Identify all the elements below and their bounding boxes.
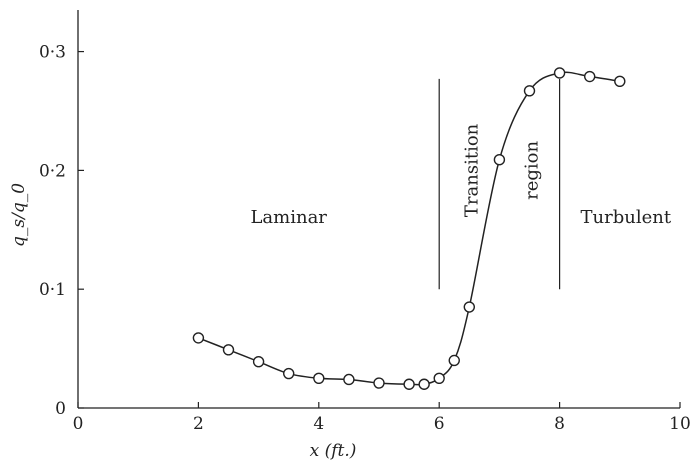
y-axis-label: q_s/q_0	[9, 183, 29, 247]
x-tick-label: 10	[669, 414, 690, 434]
data-point	[192, 332, 205, 344]
y-tick-label: 0·3	[39, 43, 66, 63]
data-point	[252, 355, 265, 368]
x-tick-label: 4	[313, 414, 324, 434]
y-tick-label: 0	[55, 399, 66, 419]
x-tick-label: 8	[554, 414, 565, 434]
data-point	[448, 354, 460, 367]
data-point	[433, 372, 445, 384]
data-point	[614, 75, 626, 87]
data-point	[222, 344, 235, 356]
region-label: Laminar	[250, 207, 327, 228]
x-tick-label: 2	[193, 414, 204, 434]
data-point	[418, 378, 430, 390]
x-tick-label: 0	[73, 414, 84, 434]
x-tick-label: 6	[434, 414, 445, 434]
data-point	[463, 301, 475, 313]
data-point	[373, 377, 385, 389]
data-point	[493, 153, 506, 166]
axes	[77, 10, 680, 409]
data-point	[403, 378, 415, 390]
series-line	[198, 71, 620, 386]
data-point	[283, 367, 295, 380]
data-point	[523, 85, 536, 97]
region-annotations: Laminar Transition region Turbulent	[250, 123, 671, 228]
data-points	[192, 67, 626, 390]
data-point	[553, 67, 566, 79]
y-tick-label: 0·1	[39, 280, 66, 300]
region-boundaries	[438, 78, 561, 290]
data-point	[313, 372, 325, 384]
x-ticks: 0 2 4 6 8 10	[73, 402, 690, 434]
data-point	[343, 373, 355, 386]
x-axis-label: x (ft.)	[310, 441, 357, 461]
region-label: region	[522, 140, 543, 199]
y-tick-label: 0·2	[39, 161, 66, 181]
region-label: Transition	[461, 123, 482, 217]
data-point	[584, 70, 596, 83]
y-ticks: 0 0·1 0·2 0·3	[39, 43, 84, 419]
region-label: Turbulent	[581, 207, 672, 228]
